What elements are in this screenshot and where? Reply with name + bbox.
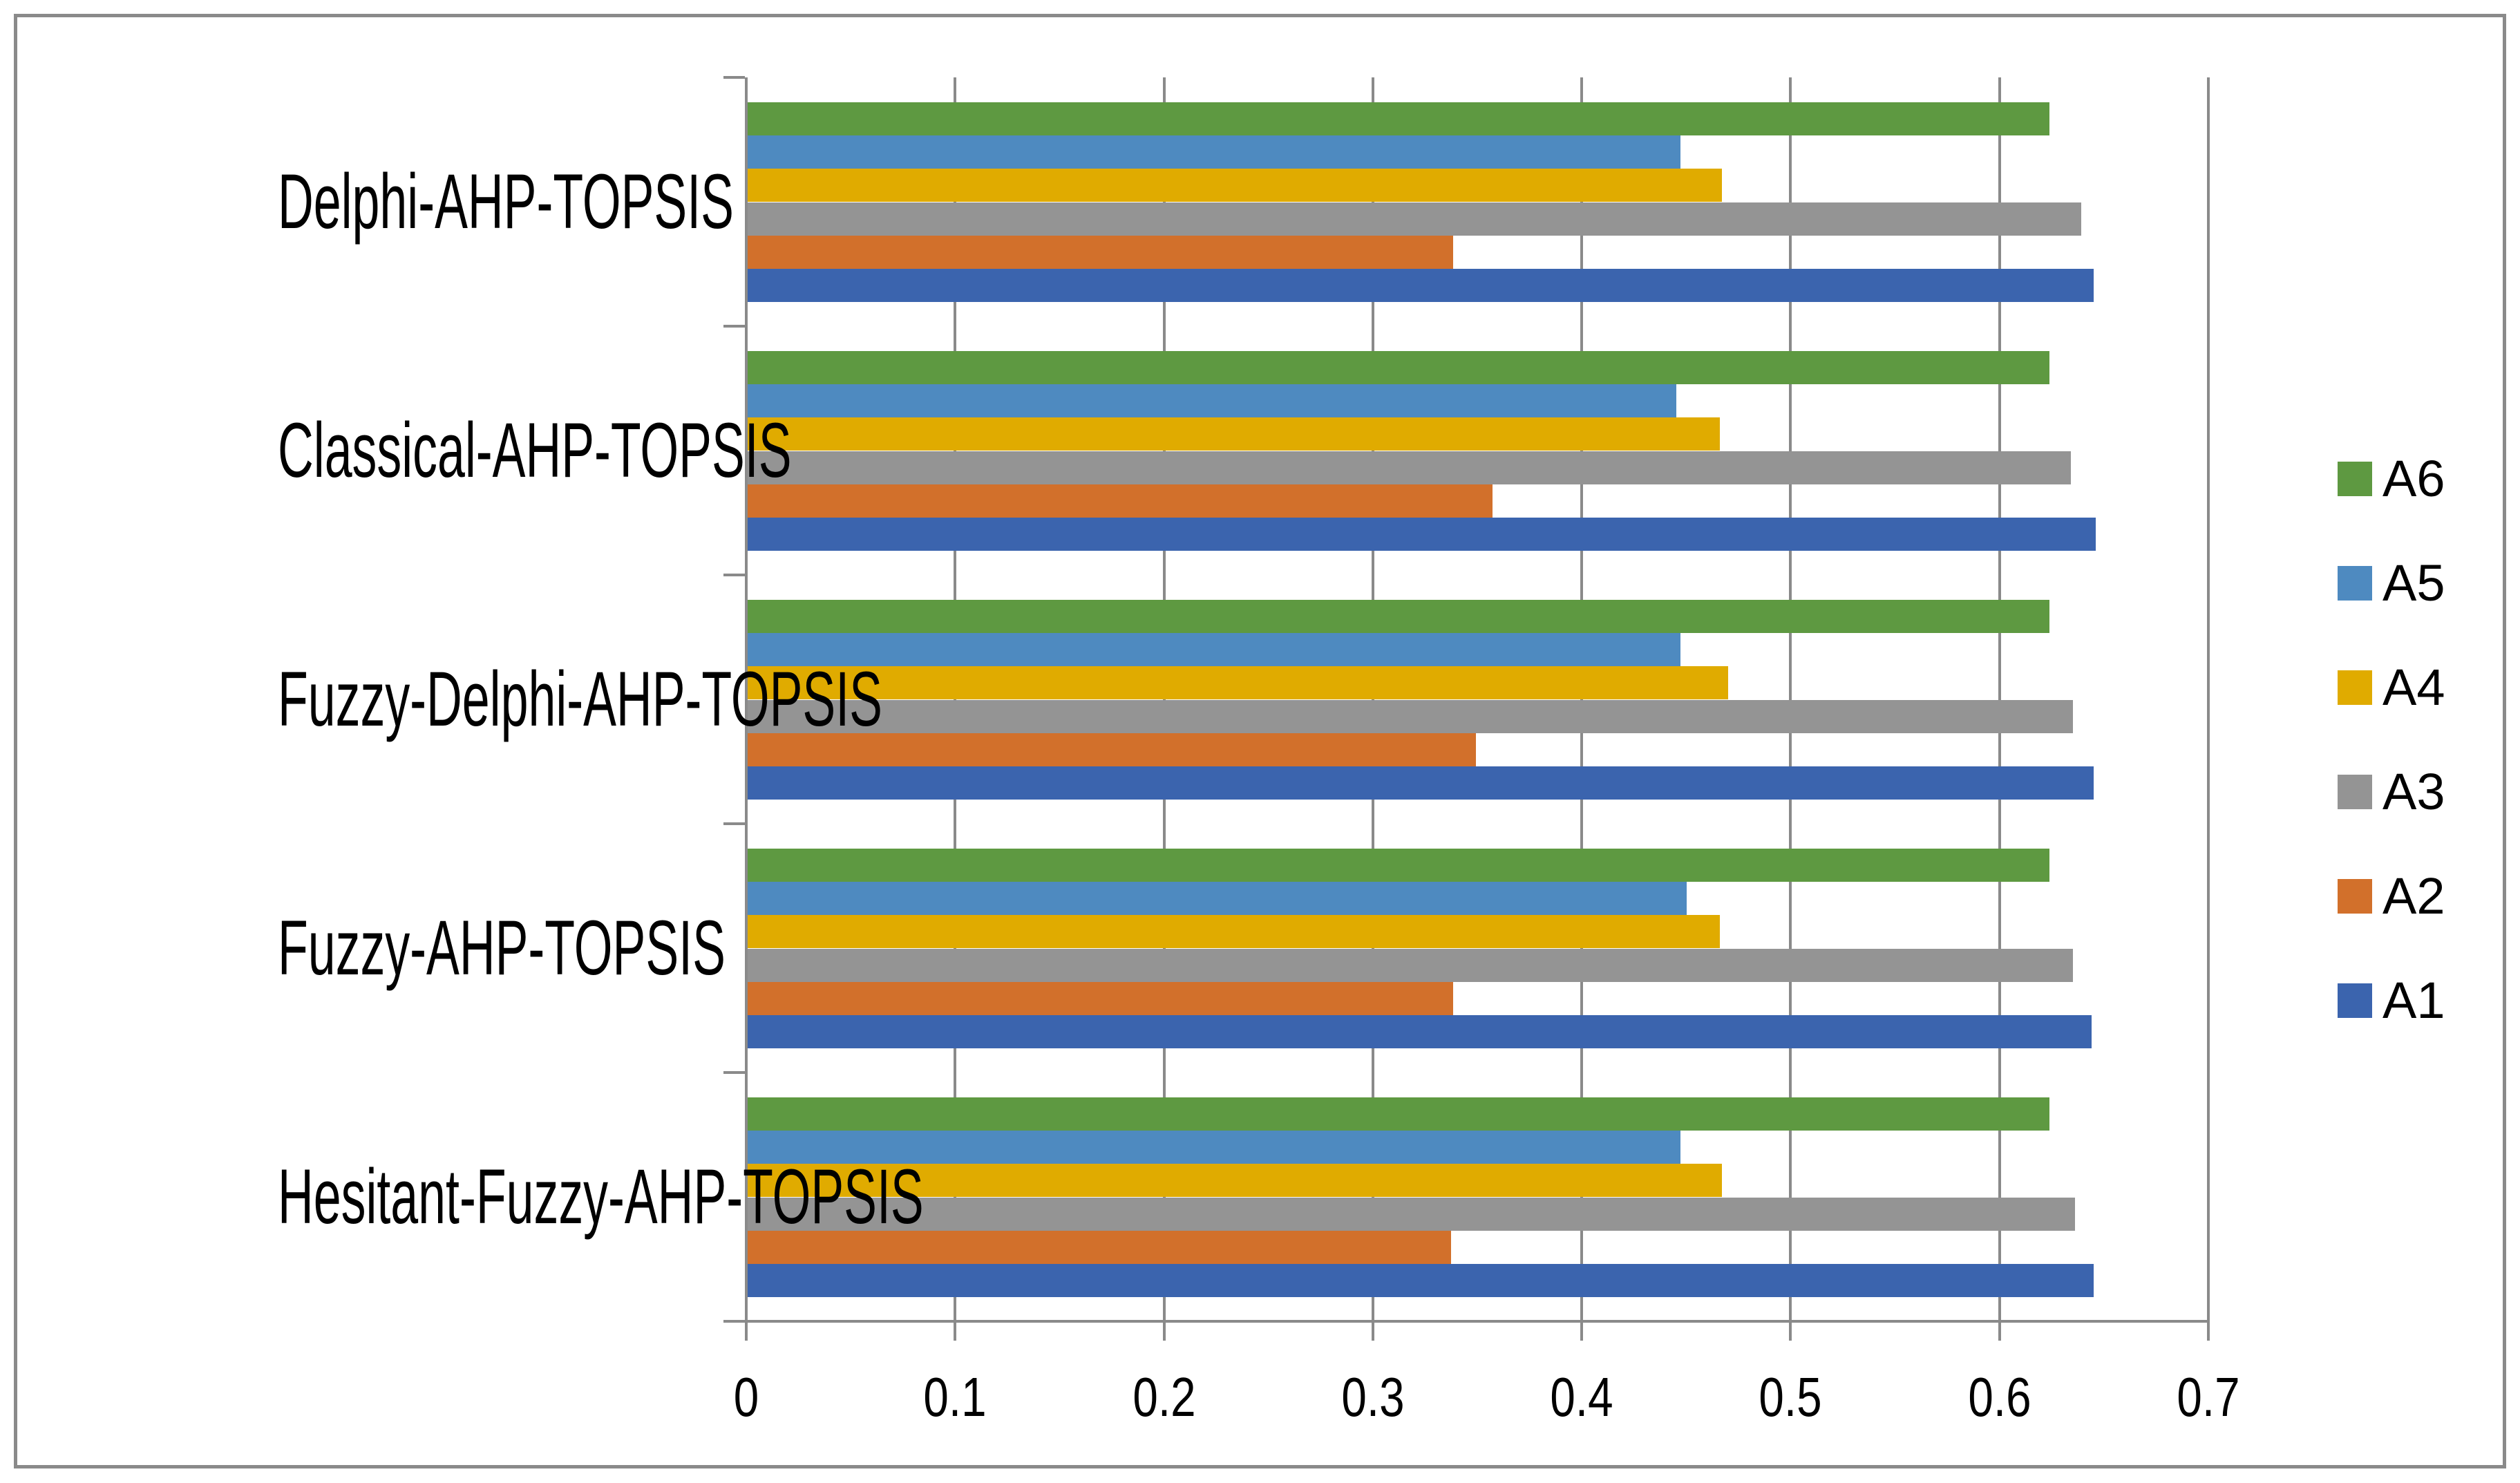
legend-swatch-a6 [2338,462,2372,496]
bar-a5-5 [748,1131,1680,1164]
bar-a6-2 [748,351,2050,385]
bar-a4-2 [748,417,1721,451]
bar-a1-5 [748,1263,2094,1297]
bar-a5-3 [748,633,1680,667]
legend-label: A1 [2382,972,2445,1029]
bar-a2-5 [748,1230,1451,1264]
bar-a1-2 [748,517,2096,551]
y-tick [723,574,745,576]
y-tick [723,76,745,79]
category-label: Hesitant-Fuzzy-AHP-TOPSIS [278,1153,924,1240]
bar-a3-2 [748,451,2071,484]
y-tick [723,822,745,825]
bar-a5-4 [748,882,1687,916]
bar-a2-1 [748,235,1453,269]
gridline [2207,77,2210,1321]
bar-a5-1 [748,135,1680,169]
gridline [1998,77,2001,1321]
x-tick-label: 0.3 [1341,1366,1405,1428]
x-tick-label: 0.4 [1550,1366,1613,1428]
category-label: Classical-AHP-TOPSIS [278,407,792,493]
x-tick [1998,1302,2001,1341]
x-tick-label: 0 [733,1366,759,1428]
bar-a4-4 [748,915,1721,949]
bar-a1-3 [748,766,2094,800]
bar-a6-4 [748,849,2050,882]
x-tick [1789,1302,1792,1341]
bar-a6-3 [748,600,2050,634]
bar-a3-5 [748,1197,2075,1231]
x-tick [745,1302,748,1341]
y-tick [723,1071,745,1074]
legend-swatch-a4 [2338,670,2372,705]
legend-swatch-a1 [2338,983,2372,1018]
x-tick-label: 0.7 [2177,1366,2240,1428]
legend-label: A2 [2382,867,2445,925]
bar-a3-1 [748,202,2081,236]
legend-label: A6 [2382,450,2445,507]
category-label: Fuzzy-AHP-TOPSIS [278,905,726,991]
x-axis-line [723,1320,2208,1323]
legend-label: A3 [2382,763,2445,820]
x-tick-label: 0.5 [1759,1366,1823,1428]
x-tick [1162,1302,1166,1341]
x-tick [1371,1302,1374,1341]
x-tick-label: 0.6 [1968,1366,2031,1428]
bar-a1-1 [748,268,2094,302]
bar-a5-2 [748,384,1676,418]
bar-a2-3 [748,733,1476,766]
y-tick [723,1320,745,1323]
y-tick [723,325,745,328]
bar-a4-1 [748,169,1723,202]
bar-a3-3 [748,699,2073,733]
bar-a2-2 [748,484,1493,518]
legend-label: A4 [2382,659,2445,716]
x-tick [954,1302,957,1341]
category-label: Delphi-AHP-TOPSIS [278,158,734,245]
bar-a4-5 [748,1164,1723,1198]
x-tick [2207,1302,2210,1341]
legend-swatch-a5 [2338,566,2372,601]
legend-label: A5 [2382,554,2445,612]
x-tick-label: 0.2 [1132,1366,1196,1428]
y-axis-line [745,77,748,1341]
bar-a6-5 [748,1097,2050,1131]
bar-a6-1 [748,102,2050,136]
bar-a4-3 [748,666,1729,700]
x-tick-label: 0.1 [923,1366,987,1428]
bar-a2-4 [748,981,1453,1015]
bar-a1-4 [748,1014,2092,1048]
legend-swatch-a2 [2338,879,2372,914]
gridline [1789,77,1792,1321]
legend-swatch-a3 [2338,775,2372,809]
bar-a3-4 [748,948,2073,982]
category-label: Fuzzy-Delphi-AHP-TOPSIS [278,656,882,742]
x-tick [1580,1302,1584,1341]
